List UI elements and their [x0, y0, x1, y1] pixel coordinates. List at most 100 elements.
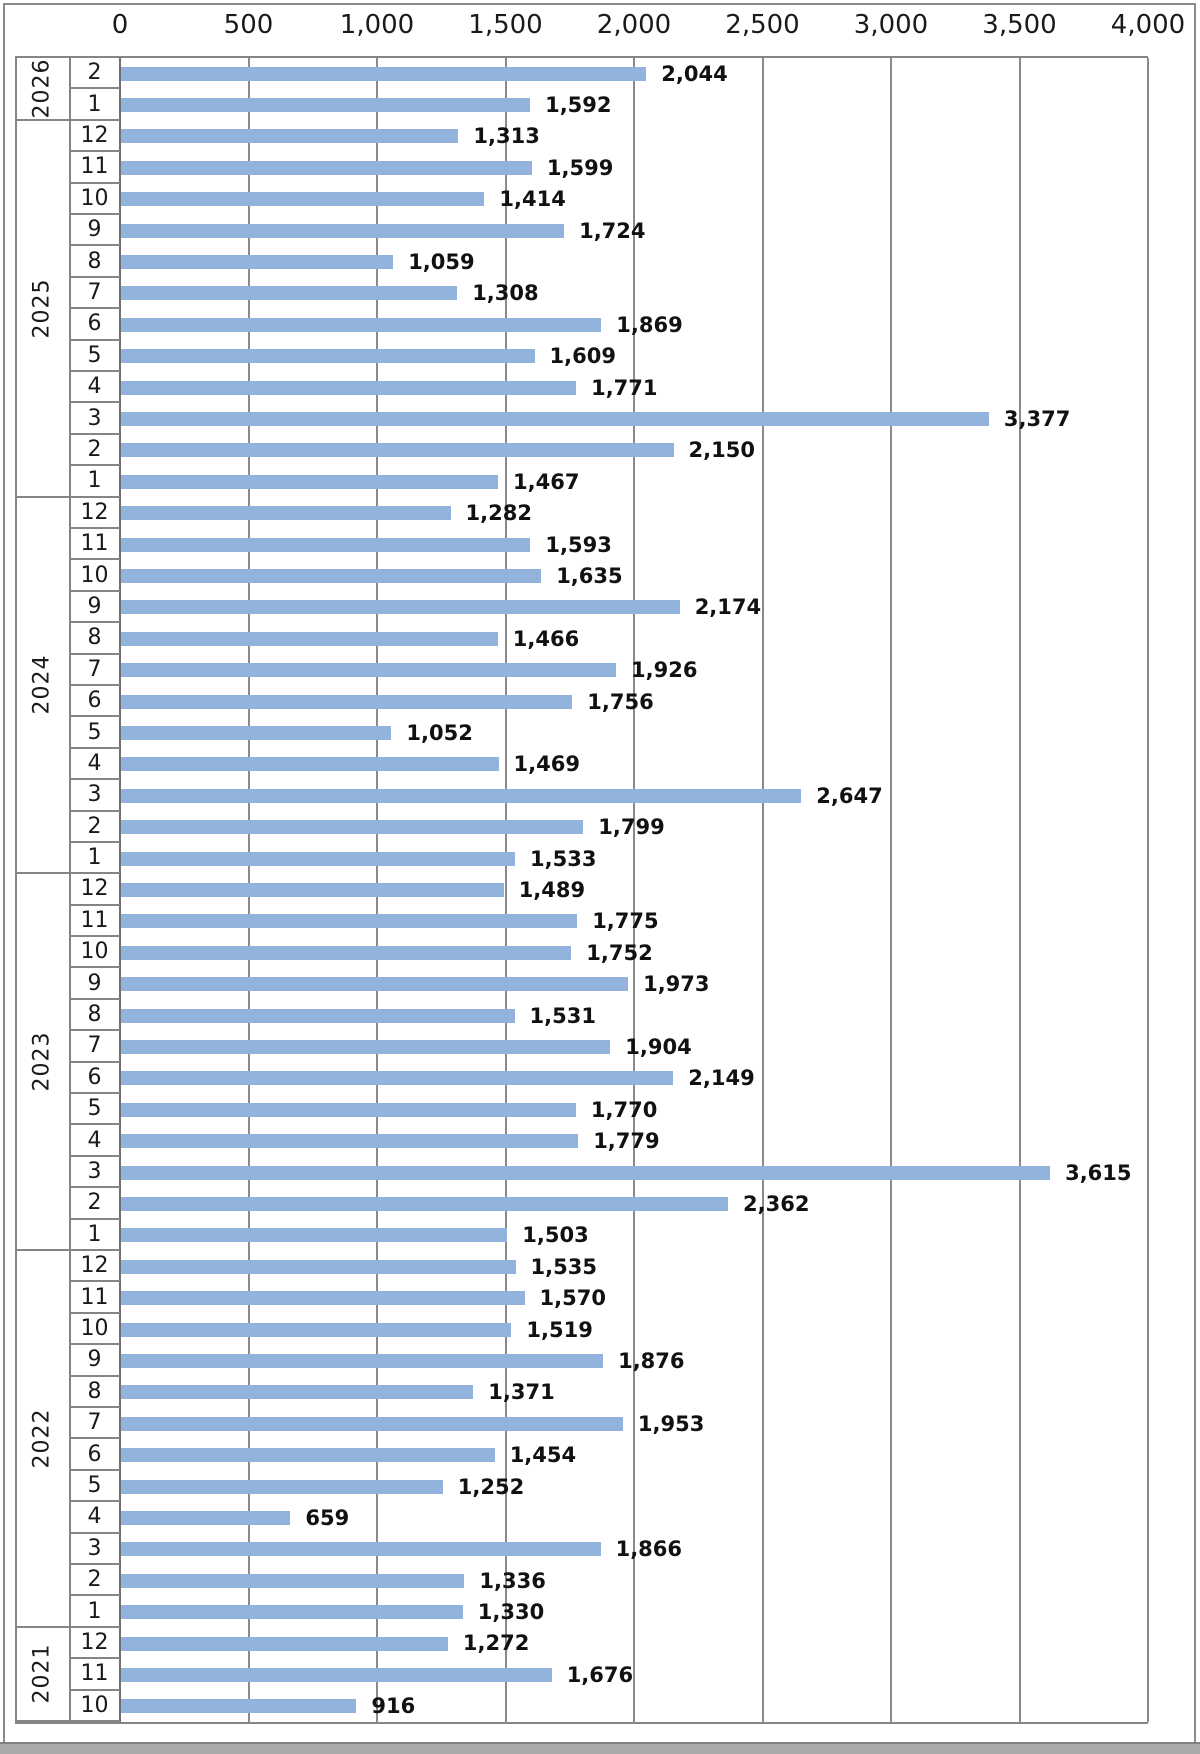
- category-month-label: 4: [69, 749, 120, 781]
- bar-value-label: 659: [305, 1505, 350, 1530]
- category-year-cell: 2022: [15, 1251, 69, 1628]
- value-axis-tick-label: 4,000: [1110, 10, 1186, 40]
- category-month-label: 2: [69, 1565, 120, 1597]
- data-bar: [121, 1416, 623, 1431]
- category-month-label: 6: [69, 309, 120, 341]
- value-axis-tick-label: 500: [223, 10, 274, 40]
- data-bar: [121, 317, 602, 332]
- data-bar: [121, 1542, 601, 1557]
- data-bar: [121, 1479, 443, 1494]
- data-bar: [121, 851, 515, 866]
- bar-value-label: 1,973: [643, 972, 710, 997]
- data-bar: [121, 694, 573, 709]
- value-axis-tick-label: 3,500: [982, 10, 1057, 40]
- value-axis-tick-label: 1,500: [468, 10, 543, 40]
- category-month-label: 2: [69, 58, 120, 90]
- bar-value-label: 1,775: [592, 909, 659, 934]
- bar-value-label: 2,150: [688, 438, 755, 463]
- data-bar: [121, 1165, 1051, 1180]
- category-year-cell: 2024: [15, 498, 69, 875]
- bar-value-label: 1,282: [465, 501, 532, 526]
- category-month-label: 3: [69, 1534, 120, 1565]
- category-month-label: 10: [69, 1691, 120, 1722]
- category-month-label: 12: [69, 498, 120, 529]
- data-bar: [121, 600, 680, 615]
- category-year-label: 2021: [29, 1643, 55, 1704]
- category-month-label: 12: [69, 1628, 120, 1660]
- data-bar: [121, 506, 451, 521]
- bar-value-label: 1,904: [625, 1034, 692, 1059]
- data-bar: [121, 1196, 728, 1211]
- plot-bottom-line: [15, 1722, 1148, 1724]
- data-bar: [121, 380, 577, 395]
- category-month-label: 11: [69, 529, 120, 561]
- bar-value-label: 2,362: [743, 1191, 810, 1216]
- category-month-label: 1: [69, 1220, 120, 1252]
- data-bar: [121, 1573, 465, 1588]
- category-left-border: [15, 56, 17, 1724]
- category-year-cell: 2025: [15, 121, 69, 498]
- axis-top-line: [15, 56, 1148, 58]
- bar-value-label: 1,635: [556, 564, 623, 589]
- category-month-label: 8: [69, 246, 120, 278]
- data-bar: [121, 160, 532, 175]
- bar-value-label: 1,866: [615, 1537, 683, 1562]
- bar-value-label: 1,467: [513, 469, 580, 494]
- category-month-label: 9: [69, 968, 120, 1000]
- category-month-label: 12: [69, 1251, 120, 1283]
- bar-value-label: 1,052: [406, 721, 473, 745]
- bar-value-label: 1,770: [590, 1097, 658, 1122]
- bar-value-label: 1,252: [457, 1474, 525, 1499]
- category-month-label: 5: [69, 717, 120, 749]
- data-bar: [121, 1353, 604, 1368]
- category-month-label: 10: [69, 937, 120, 969]
- data-bar: [121, 1008, 515, 1023]
- data-bar: [121, 129, 459, 144]
- bar-value-label: 1,519: [526, 1317, 593, 1342]
- value-axis-tick-label: 0: [111, 10, 129, 40]
- category-month-label: 6: [69, 686, 120, 718]
- category-month-label: 10: [69, 1314, 120, 1346]
- category-month-label: 1: [69, 466, 120, 498]
- bar-value-label: 1,371: [488, 1380, 555, 1405]
- category-year-cell: 2026: [15, 58, 69, 121]
- bar-value-label: 1,599: [546, 155, 614, 180]
- data-bar: [121, 1510, 291, 1525]
- bar-value-label: 1,469: [513, 752, 580, 777]
- bar-value-label: 1,535: [530, 1254, 597, 1279]
- data-bar: [121, 349, 535, 364]
- bar-value-label: 1,059: [408, 250, 475, 275]
- bar-value-label: 1,756: [587, 689, 654, 714]
- bar-value-label: 1,799: [598, 815, 665, 840]
- vertical-gridline: [761, 58, 764, 1722]
- bar-value-label: 1,876: [618, 1348, 685, 1373]
- category-year-cell: 2021: [15, 1628, 69, 1722]
- data-bar: [121, 1385, 474, 1400]
- bar-value-label: 3,615: [1065, 1160, 1132, 1185]
- bar-value-label: 2,174: [694, 595, 762, 620]
- bar-value-label: 3,377: [1003, 407, 1071, 432]
- category-month-label: 12: [69, 121, 120, 153]
- data-bar: [121, 631, 498, 646]
- vertical-gridline: [633, 58, 635, 1722]
- category-month-label: 7: [69, 655, 120, 686]
- bar-value-label: 1,531: [529, 1003, 596, 1028]
- category-month-label: 5: [69, 1471, 120, 1503]
- data-bar: [121, 223, 565, 238]
- bar-value-label: 1,593: [545, 532, 612, 557]
- category-year-cell: 2023: [15, 874, 69, 1252]
- category-month-label: 11: [69, 152, 120, 184]
- category-year-label: 2025: [29, 278, 55, 339]
- data-bar: [121, 537, 531, 552]
- bar-value-label: 1,926: [631, 658, 698, 683]
- value-axis-tick-label: 2,500: [725, 10, 800, 40]
- category-month-label: 2: [69, 812, 120, 843]
- bar-value-label: 1,313: [473, 124, 540, 149]
- bar-value-label: 1,330: [477, 1600, 545, 1625]
- category-month-label: 1: [69, 1596, 120, 1628]
- bar-value-label: 916: [371, 1694, 416, 1719]
- category-month-label: 8: [69, 623, 120, 655]
- category-month-label: 8: [69, 1377, 120, 1409]
- bar-value-label: 1,779: [593, 1129, 660, 1154]
- category-month-label: 3: [69, 403, 120, 435]
